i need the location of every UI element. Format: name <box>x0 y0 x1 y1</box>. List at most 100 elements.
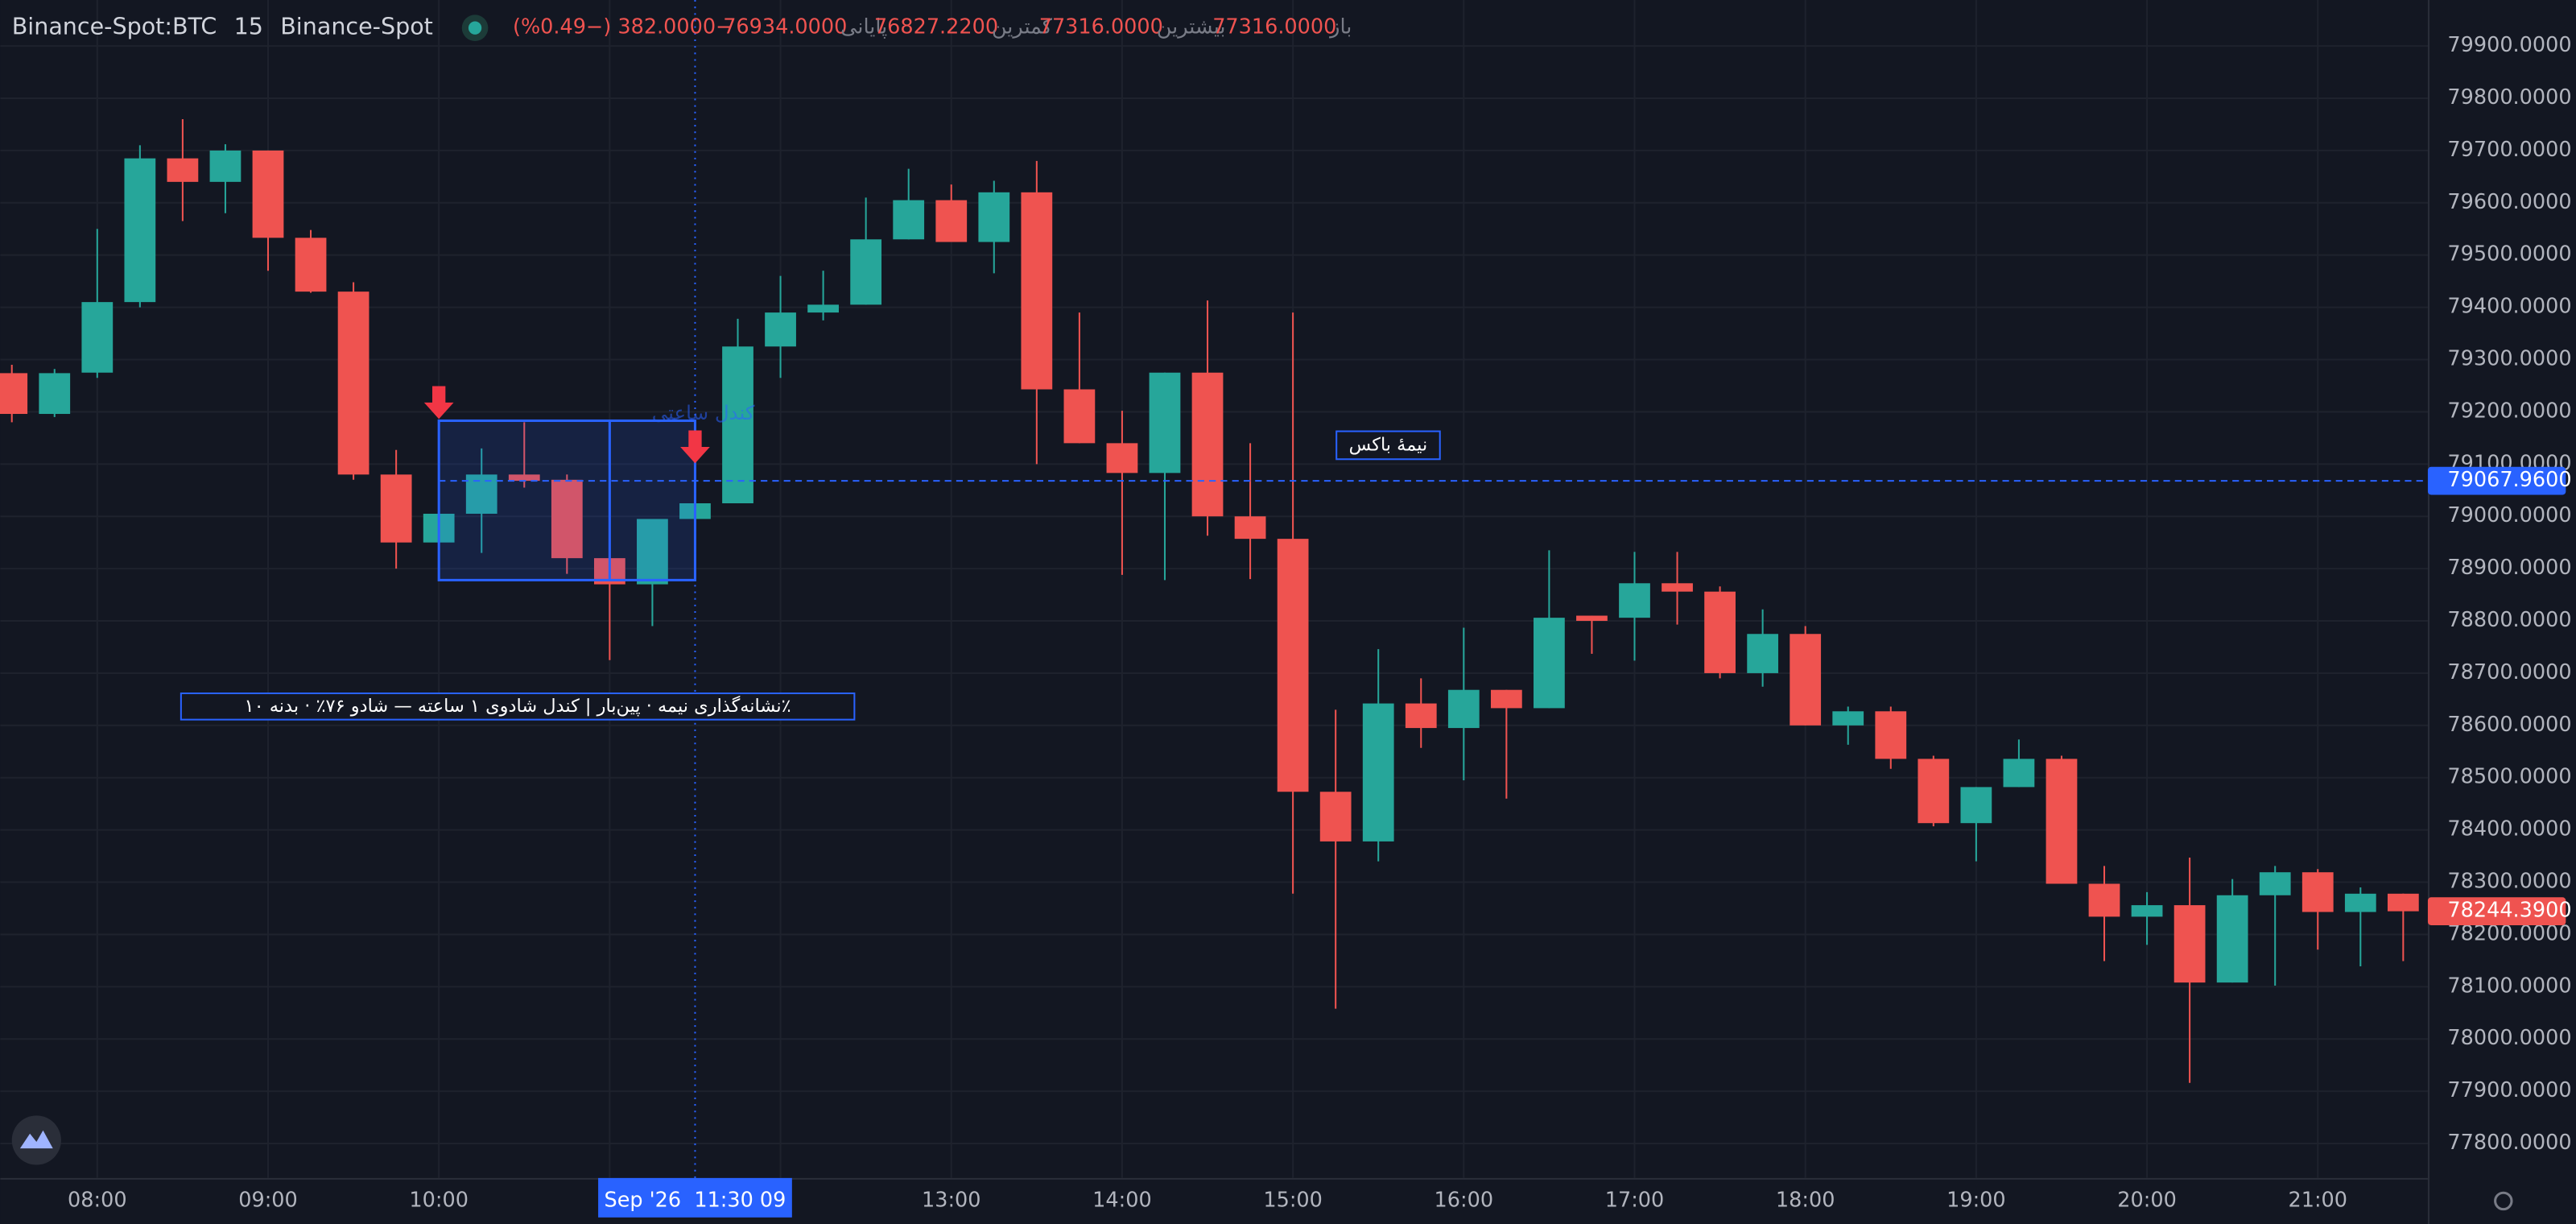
y-tick-label: 78200.0000 <box>2447 921 2571 945</box>
symbol: Binance-Spot:BTC <box>12 13 217 40</box>
ohlc-label: باز <box>1328 15 1352 39</box>
x-tick-label: 20:00 <box>2117 1188 2177 1212</box>
ohlc-change: −382.0000 (−0.49%) <box>513 15 733 39</box>
candle-body <box>1960 787 1992 824</box>
candle-body <box>1534 618 1565 709</box>
y-tick-label: 79500.0000 <box>2447 242 2571 267</box>
logo[interactable] <box>11 1115 61 1165</box>
candle-body <box>1447 689 1480 729</box>
candle-body <box>81 302 114 373</box>
y-tick-label: 78700.0000 <box>2447 660 2571 684</box>
x-tick-label: 10:00 <box>409 1188 469 1212</box>
candle-body <box>252 150 284 238</box>
candle-body <box>295 238 327 292</box>
candle-body <box>2174 905 2206 983</box>
candle-body <box>850 239 882 305</box>
y-tick-label: 78000.0000 <box>2447 1026 2571 1050</box>
candle-body <box>765 312 796 347</box>
y-tick-label: 78300.0000 <box>2447 870 2571 894</box>
candle-body <box>2088 883 2120 917</box>
candle-body <box>637 519 668 585</box>
x-tick-label: 21:00 <box>2288 1188 2347 1212</box>
y-tick-label: 79200.0000 <box>2447 399 2571 423</box>
y-tick-label: 79700.0000 <box>2447 138 2571 162</box>
crosshair-label: Sep '26 11:30 09 <box>605 1188 786 1212</box>
ohlc-value: 77316.0000 <box>1039 15 1163 39</box>
x-tick-label: 16:00 <box>1435 1188 1494 1212</box>
y-tick-label: 78500.0000 <box>2447 765 2571 789</box>
y-tick-label: 78800.0000 <box>2447 608 2571 632</box>
price-label: 78244.3900 <box>2447 899 2571 923</box>
annotation-text: کندل ساعتی <box>652 401 755 424</box>
candle-body <box>465 474 497 514</box>
logo-icon <box>19 1130 53 1149</box>
plot <box>0 118 2419 1083</box>
annotation-text: نیمهٔ باکس <box>1349 434 1428 455</box>
status-dot <box>468 21 482 35</box>
exchange: Binance-Spot <box>280 13 433 40</box>
price-label-bg <box>2427 897 2566 925</box>
y-tick-label: 79300.0000 <box>2447 347 2571 371</box>
range-box <box>437 419 696 581</box>
candle-body <box>1790 634 1822 726</box>
candle-body <box>1704 591 1736 673</box>
settings-icon[interactable] <box>2494 1191 2513 1211</box>
candle-body <box>2003 759 2035 788</box>
down-arrow <box>423 386 454 420</box>
y-tick-label: 78900.0000 <box>2447 556 2571 580</box>
candle-body <box>893 200 925 240</box>
price-label: 79067.9600 <box>2447 468 2571 492</box>
candle-body <box>337 292 369 475</box>
y-tick-label: 77900.0000 <box>2447 1078 2571 1102</box>
candle-body <box>2259 872 2291 895</box>
annotation-box <box>180 692 856 721</box>
x-tick-label: 15:00 <box>1263 1188 1323 1212</box>
y-tick-label: 79900.0000 <box>2447 33 2571 57</box>
candle-body <box>1234 516 1266 540</box>
x-tick-label: 17:00 <box>1605 1188 1664 1212</box>
candle-body <box>1576 615 1608 622</box>
x-tick-label: 19:00 <box>1946 1188 2006 1212</box>
legend-header: Binance-Spot:BTC 15 Binance-Spot <box>12 13 433 40</box>
x-tick-label: 13:00 <box>922 1188 981 1212</box>
candle-body <box>2344 893 2376 912</box>
ohlc-values: باز77316.0000بیشترین77316.0000کمترین7682… <box>513 15 1352 39</box>
candle-body <box>380 474 412 543</box>
candle-body <box>2131 905 2163 917</box>
candle-body <box>209 150 242 182</box>
candle-body <box>1149 372 1181 473</box>
ohlc-value: 77316.0000 <box>1212 15 1336 39</box>
candle-body <box>1106 443 1138 473</box>
y-tick-label: 79600.0000 <box>2447 190 2571 214</box>
x-tick-label: 14:00 <box>1092 1188 1152 1212</box>
candle-body <box>1362 703 1394 842</box>
y-tick-label: 79400.0000 <box>2447 295 2571 319</box>
crosshair-label-bg <box>598 1177 792 1218</box>
candle-body <box>1918 759 1950 824</box>
candle-body <box>1277 539 1309 792</box>
candle-body <box>1619 583 1650 618</box>
candle-body <box>39 373 71 415</box>
candle-body <box>722 346 753 503</box>
annotation-text: ٪نشانه‌گذاری نیمه · پین‌بار | کندل شادوی… <box>245 695 791 717</box>
candle-body <box>1319 792 1352 842</box>
candle-body <box>1405 703 1437 729</box>
candle-body <box>1021 192 1053 390</box>
candle-body <box>1747 634 1779 673</box>
candle-body <box>935 200 968 242</box>
ohlc-value: 76827.2200 <box>874 15 998 39</box>
annotation-box <box>1335 430 1441 461</box>
candle-body <box>978 192 1010 242</box>
candle-body <box>124 158 156 303</box>
candle-body <box>1191 372 1224 517</box>
candle-body <box>2301 872 2334 912</box>
candle-body <box>2387 893 2419 912</box>
x-tick-label: 09:00 <box>238 1188 298 1212</box>
candle-body <box>1875 711 1907 759</box>
candle-body <box>2216 895 2248 983</box>
candle-body <box>807 304 839 313</box>
y-tick-label: 79000.0000 <box>2447 503 2571 527</box>
ohlc-label: بیشترین <box>1157 15 1226 39</box>
